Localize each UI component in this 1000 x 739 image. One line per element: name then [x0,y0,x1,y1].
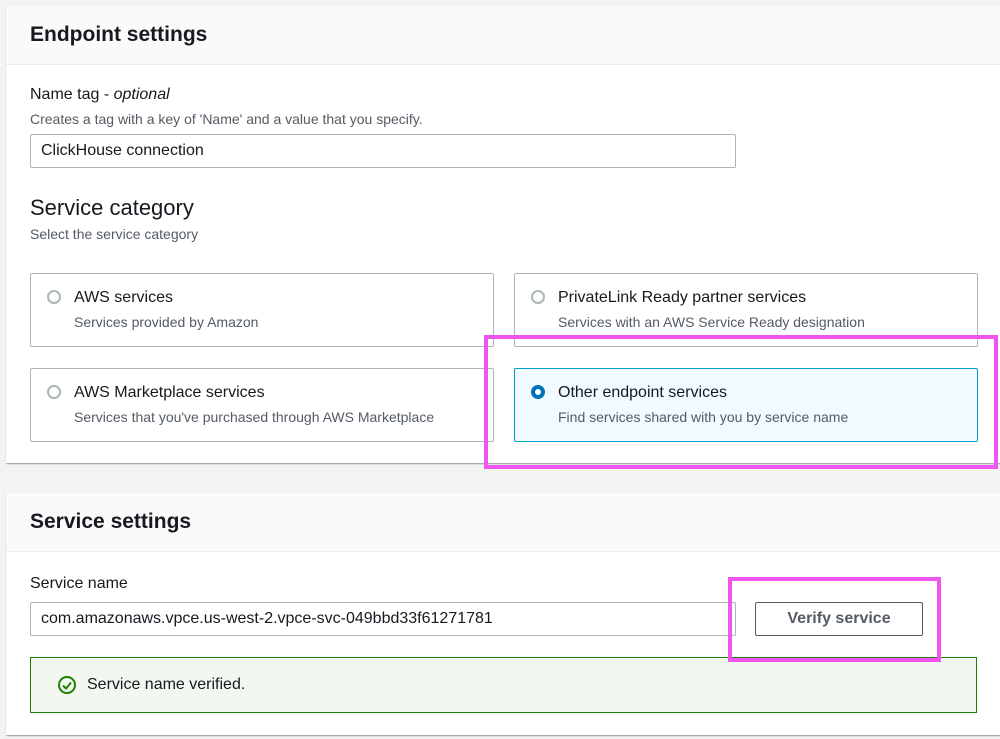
service-name-input[interactable]: com.amazonaws.vpce.us-west-2.vpce-svc-04… [30,602,736,636]
option-description: Services with an AWS Service Ready desig… [558,314,865,330]
radio-button[interactable] [531,290,545,304]
radio-button[interactable] [47,385,61,399]
optional-text: optional [113,86,170,103]
service-category-title: Service category [30,195,194,220]
radio-button[interactable] [47,290,61,304]
option-description: Find services shared with you by service… [558,409,849,425]
name-tag-label: Name tag - optional [30,86,170,104]
option-privatelink-partner[interactable]: PrivateLink Ready partner services Servi… [514,273,978,347]
option-title: Other endpoint services [558,384,727,401]
option-title: AWS services [74,289,173,306]
panel-title: Endpoint settings [6,6,1000,65]
verify-service-button[interactable]: Verify service [755,602,923,636]
service-settings-panel: Service settings Service name com.amazon… [6,493,1000,735]
option-aws-marketplace[interactable]: AWS Marketplace services Services that y… [30,368,494,442]
verified-alert: Service name verified. [30,657,977,713]
option-aws-services[interactable]: AWS services Services provided by Amazon [30,273,494,347]
name-tag-description: Creates a tag with a key of 'Name' and a… [30,111,423,127]
service-name-label: Service name [30,575,128,592]
radio-button-selected[interactable] [531,385,545,399]
panel-title: Service settings [6,493,1000,552]
alert-text: Service name verified. [87,676,246,693]
option-description: Services that you've purchased through A… [74,409,435,425]
name-tag-input[interactable]: ClickHouse connection [30,134,736,168]
option-title: AWS Marketplace services [74,384,265,401]
option-other-endpoint-services[interactable]: Other endpoint services Find services sh… [514,368,978,442]
endpoint-settings-panel: Endpoint settings Name tag - optional Cr… [6,6,1000,463]
check-circle-icon [58,676,76,694]
service-category-description: Select the service category [30,226,199,242]
option-title: PrivateLink Ready partner services [558,289,807,306]
option-description: Services provided by Amazon [74,314,259,330]
label-text: Name tag - [30,86,114,103]
